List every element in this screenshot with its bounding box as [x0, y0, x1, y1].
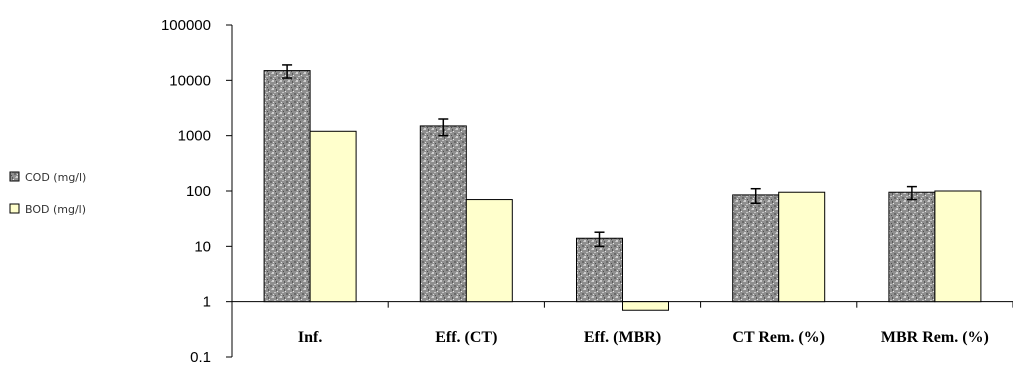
legend-swatch-cod	[9, 171, 20, 182]
y-tick-label: 10	[194, 238, 211, 255]
y-tick-label: 10000	[169, 72, 211, 89]
category-label: Inf.	[298, 329, 322, 346]
category-label: Eff. (CT)	[435, 329, 497, 346]
bar-cod	[419, 125, 467, 303]
bar-bod	[778, 191, 826, 303]
bar-cod	[576, 237, 623, 303]
legend-label-bod: BOD (mg/l)	[25, 203, 86, 216]
category-label: CT Rem. (%)	[732, 329, 825, 346]
bar-bod	[622, 301, 669, 311]
legend-label-cod: COD (mg/l)	[25, 171, 86, 184]
legend-swatch-bod	[9, 203, 20, 214]
y-tick-label: 100	[186, 183, 211, 200]
bar-cod	[888, 191, 936, 303]
bars	[263, 64, 982, 311]
y-ticks: 100000 10000 1000 100 10 1 0.1	[161, 17, 232, 366]
y-tick-label: 0.1	[190, 349, 211, 366]
category-labels: Inf. Eff. (CT) Eff. (MBR) CT Rem. (%) MBR Re…	[298, 301, 1013, 346]
bar-bod	[465, 199, 513, 303]
bar-bod	[934, 190, 982, 303]
category-label: MBR Rem. (%)	[881, 329, 989, 346]
category-label: Eff. (MBR)	[584, 329, 661, 346]
bar-bod	[309, 130, 357, 303]
bar-cod	[263, 70, 311, 303]
y-tick-label: 1000	[178, 128, 211, 145]
y-tick-label: 100000	[161, 17, 211, 34]
y-tick-label: 1	[203, 294, 211, 311]
bar-cod	[732, 194, 780, 303]
legend: COD (mg/l) BOD (mg/l)	[9, 171, 86, 216]
